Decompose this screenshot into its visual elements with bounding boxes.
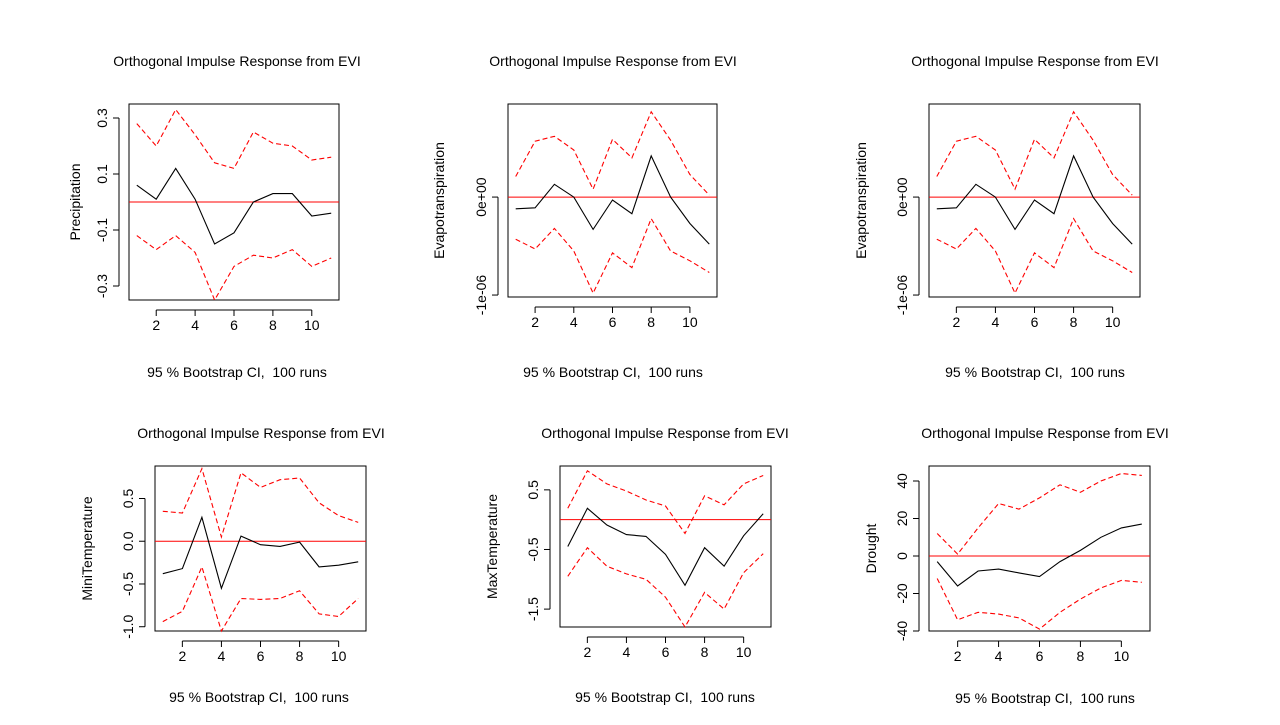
x-tick-label: 8 xyxy=(1070,314,1078,330)
x-tick-label: 2 xyxy=(531,314,539,330)
ci-lower-line xyxy=(136,234,332,302)
response-line xyxy=(936,523,1142,587)
ci-upper-line xyxy=(936,110,1133,196)
chart-title: Orthogonal Impulse Response from EVI xyxy=(137,425,384,441)
irf-panel-4: Orthogonal Impulse Response from EVI 2 4 6 8… xyxy=(79,425,385,705)
response-line xyxy=(936,154,1133,245)
y-tick-label: 40 xyxy=(894,473,910,489)
ci-caption: 95 % Bootstrap CI, 100 runs xyxy=(523,364,703,380)
y-tick-label: 0 xyxy=(894,552,910,560)
x-tick-label: 8 xyxy=(296,648,304,664)
x-tick-label: 6 xyxy=(662,644,670,660)
plot-frame xyxy=(559,465,772,628)
x-tick-label: 2 xyxy=(152,317,160,333)
x-tick-label: 10 xyxy=(736,644,752,660)
x-tick-label: 8 xyxy=(269,317,277,333)
ci-upper-line xyxy=(567,470,764,535)
x-tick-label: 8 xyxy=(1077,648,1085,664)
x-tick-label: 4 xyxy=(992,314,1000,330)
x-tick-label: 8 xyxy=(701,644,709,660)
ci-upper-line xyxy=(162,466,359,539)
x-tick-label: 2 xyxy=(583,644,591,660)
response-line xyxy=(515,154,710,245)
chart-title: Orthogonal Impulse Response from EVI xyxy=(113,53,360,69)
x-tick-label: 2 xyxy=(178,648,186,664)
y-tick-label: -20 xyxy=(894,583,910,603)
irf-panel-3: Orthogonal Impulse Response from EVI 2 4 6 8… xyxy=(853,53,1159,380)
x-tick-label: 10 xyxy=(682,314,698,330)
ci-lower-line xyxy=(162,565,359,633)
x-tick-label: 4 xyxy=(570,314,578,330)
y-tick-label: 0.1 xyxy=(94,164,110,184)
x-tick-label: 4 xyxy=(218,648,226,664)
ci-lower-line xyxy=(936,578,1142,630)
irf-panel-6: Orthogonal Impulse Response from EVI 2 4 6 8… xyxy=(863,425,1169,706)
y-tick-label: 0e+00 xyxy=(473,177,489,217)
ci-caption: 95 % Bootstrap CI, 100 runs xyxy=(955,690,1135,706)
y-axis-label: MiniTemperature xyxy=(79,496,95,600)
chart-title: Orthogonal Impulse Response from EVI xyxy=(541,425,788,441)
ci-lower-line xyxy=(936,217,1133,295)
plot-frame xyxy=(928,465,1151,632)
irf-panel-1: Orthogonal Impulse Response from EVI 2 4 6 8… xyxy=(67,53,361,380)
y-tick-label: 0.5 xyxy=(120,489,136,509)
plot-frame xyxy=(507,103,718,298)
x-tick-label: 2 xyxy=(952,314,960,330)
ci-caption: 95 % Bootstrap CI, 100 runs xyxy=(575,689,755,705)
y-tick-label: -40 xyxy=(894,621,910,641)
chart-title: Orthogonal Impulse Response from EVI xyxy=(911,53,1158,69)
y-tick-label: -0.5 xyxy=(525,537,541,561)
chart-title: Orthogonal Impulse Response from EVI xyxy=(489,53,736,69)
x-tick-label: 6 xyxy=(257,648,265,664)
x-tick-label: 4 xyxy=(995,648,1003,664)
x-tick-label: 6 xyxy=(230,317,238,333)
y-tick-label: -1.5 xyxy=(525,597,541,621)
response-line xyxy=(136,167,332,245)
x-tick-label: 4 xyxy=(191,317,199,333)
ci-caption: 95 % Bootstrap CI, 100 runs xyxy=(169,689,349,705)
y-axis-label: Drought xyxy=(863,523,879,573)
irf-panel-2: Orthogonal Impulse Response from EVI 2 4 6 8… xyxy=(431,53,737,380)
x-tick-label: 6 xyxy=(609,314,617,330)
y-axis-label: Evapotranspiration xyxy=(431,142,447,259)
y-axis-label: MaxTemperature xyxy=(484,494,500,599)
y-tick-label: 0.3 xyxy=(94,108,110,128)
x-tick-label: 8 xyxy=(647,314,655,330)
x-tick-label: 4 xyxy=(623,644,631,660)
y-tick-label: 0.0 xyxy=(120,531,136,551)
y-axis-label: Evapotranspiration xyxy=(853,142,869,259)
x-tick-label: 6 xyxy=(1031,314,1039,330)
x-tick-label: 2 xyxy=(954,648,962,664)
x-tick-label: 10 xyxy=(1114,648,1130,664)
y-tick-label: -0.5 xyxy=(120,572,136,596)
y-tick-label: -0.3 xyxy=(94,274,110,298)
ci-upper-line xyxy=(936,472,1142,555)
ci-caption: 95 % Bootstrap CI, 100 runs xyxy=(147,364,327,380)
x-tick-label: 10 xyxy=(1105,314,1121,330)
x-tick-label: 10 xyxy=(331,648,347,664)
y-axis-label: Precipitation xyxy=(67,163,83,240)
x-tick-label: 10 xyxy=(304,317,320,333)
y-tick-label: -1e-06 xyxy=(473,275,489,316)
x-tick-label: 6 xyxy=(1036,648,1044,664)
response-line xyxy=(162,515,359,591)
ci-upper-line xyxy=(515,110,710,196)
chart-title: Orthogonal Impulse Response from EVI xyxy=(921,425,1168,441)
ci-lower-line xyxy=(567,546,764,629)
irf-panel-5: Orthogonal Impulse Response from EVI 2 4 6 8… xyxy=(484,425,789,705)
response-line xyxy=(567,507,764,587)
y-tick-label: -1e-06 xyxy=(894,275,910,316)
ci-lower-line xyxy=(515,217,710,295)
plot-frame xyxy=(154,465,367,632)
ci-caption: 95 % Bootstrap CI, 100 runs xyxy=(945,364,1125,380)
y-tick-label: 0e+00 xyxy=(894,177,910,217)
y-tick-label: -0.1 xyxy=(94,218,110,242)
y-tick-label: -1.0 xyxy=(120,614,136,638)
y-tick-label: 20 xyxy=(894,511,910,527)
plot-frame xyxy=(928,103,1141,298)
y-tick-label: 0.5 xyxy=(525,480,541,500)
ci-upper-line xyxy=(136,108,332,170)
